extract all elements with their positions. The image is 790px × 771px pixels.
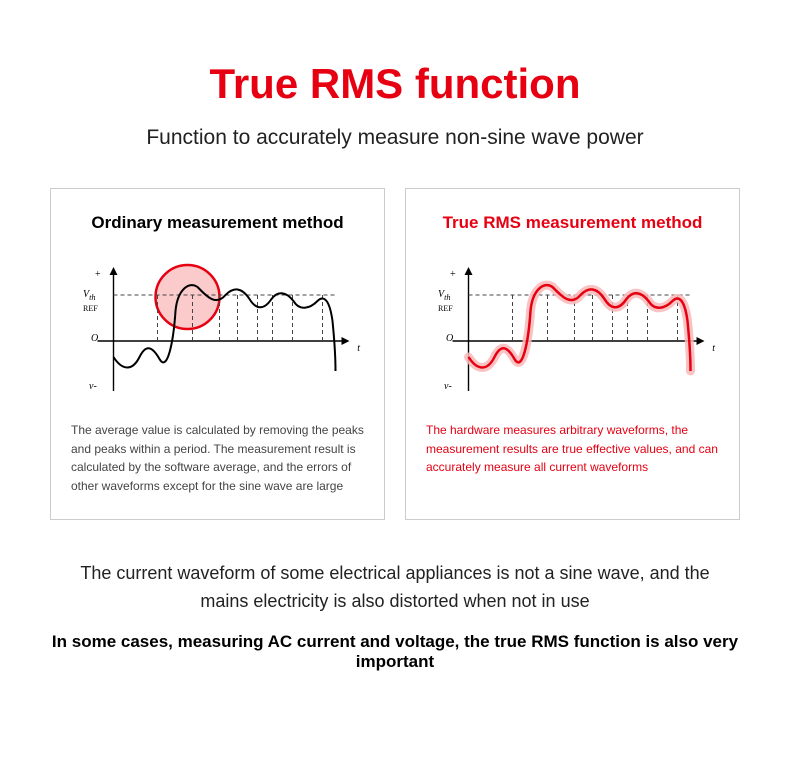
chart-truerms-svg <box>426 251 719 401</box>
label-bottom-left: v- <box>89 381 97 392</box>
page-title: True RMS function <box>210 60 581 108</box>
y-axis-arrow-r <box>465 267 473 275</box>
panel-truerms: True RMS measurement method Vth REF O + <box>405 188 740 520</box>
y-axis-arrow <box>110 267 118 275</box>
label-ref-left: REF <box>83 304 98 313</box>
panel-ordinary-desc: The average value is calculated by remov… <box>71 421 364 495</box>
panel-truerms-title: True RMS measurement method <box>426 213 719 233</box>
label-vth-left: Vth <box>83 289 96 302</box>
panel-truerms-desc: The hardware measures arbitrary waveform… <box>426 421 719 477</box>
x-axis-arrow-r <box>697 337 705 345</box>
chart-truerms: Vth REF O + v- t <box>426 251 719 401</box>
label-t-left: t <box>357 343 360 354</box>
chart-ordinary: Vth REF O + v- t <box>71 251 364 401</box>
footer-text-1: The current waveform of some electrical … <box>55 560 735 616</box>
label-ref-right: REF <box>438 304 453 313</box>
comparison-panels: Ordinary measurement method Vth REF O + <box>50 188 740 520</box>
footer-text-2: In some cases, measuring AC current and … <box>50 632 740 672</box>
label-top-left: + <box>95 269 101 280</box>
label-vth-right: Vth <box>438 289 451 302</box>
waveform-left <box>114 285 336 371</box>
label-origin-left: O <box>91 333 98 344</box>
x-axis-arrow <box>342 337 350 345</box>
page-subtitle: Function to accurately measure non-sine … <box>146 126 643 150</box>
waveform-glow-right <box>469 285 691 371</box>
label-top-right: + <box>450 269 456 280</box>
chart-ordinary-svg <box>71 251 364 401</box>
label-bottom-right: v- <box>444 381 452 392</box>
label-t-right: t <box>712 343 715 354</box>
panel-ordinary: Ordinary measurement method Vth REF O + <box>50 188 385 520</box>
panel-ordinary-title: Ordinary measurement method <box>71 213 364 233</box>
label-origin-right: O <box>446 333 453 344</box>
